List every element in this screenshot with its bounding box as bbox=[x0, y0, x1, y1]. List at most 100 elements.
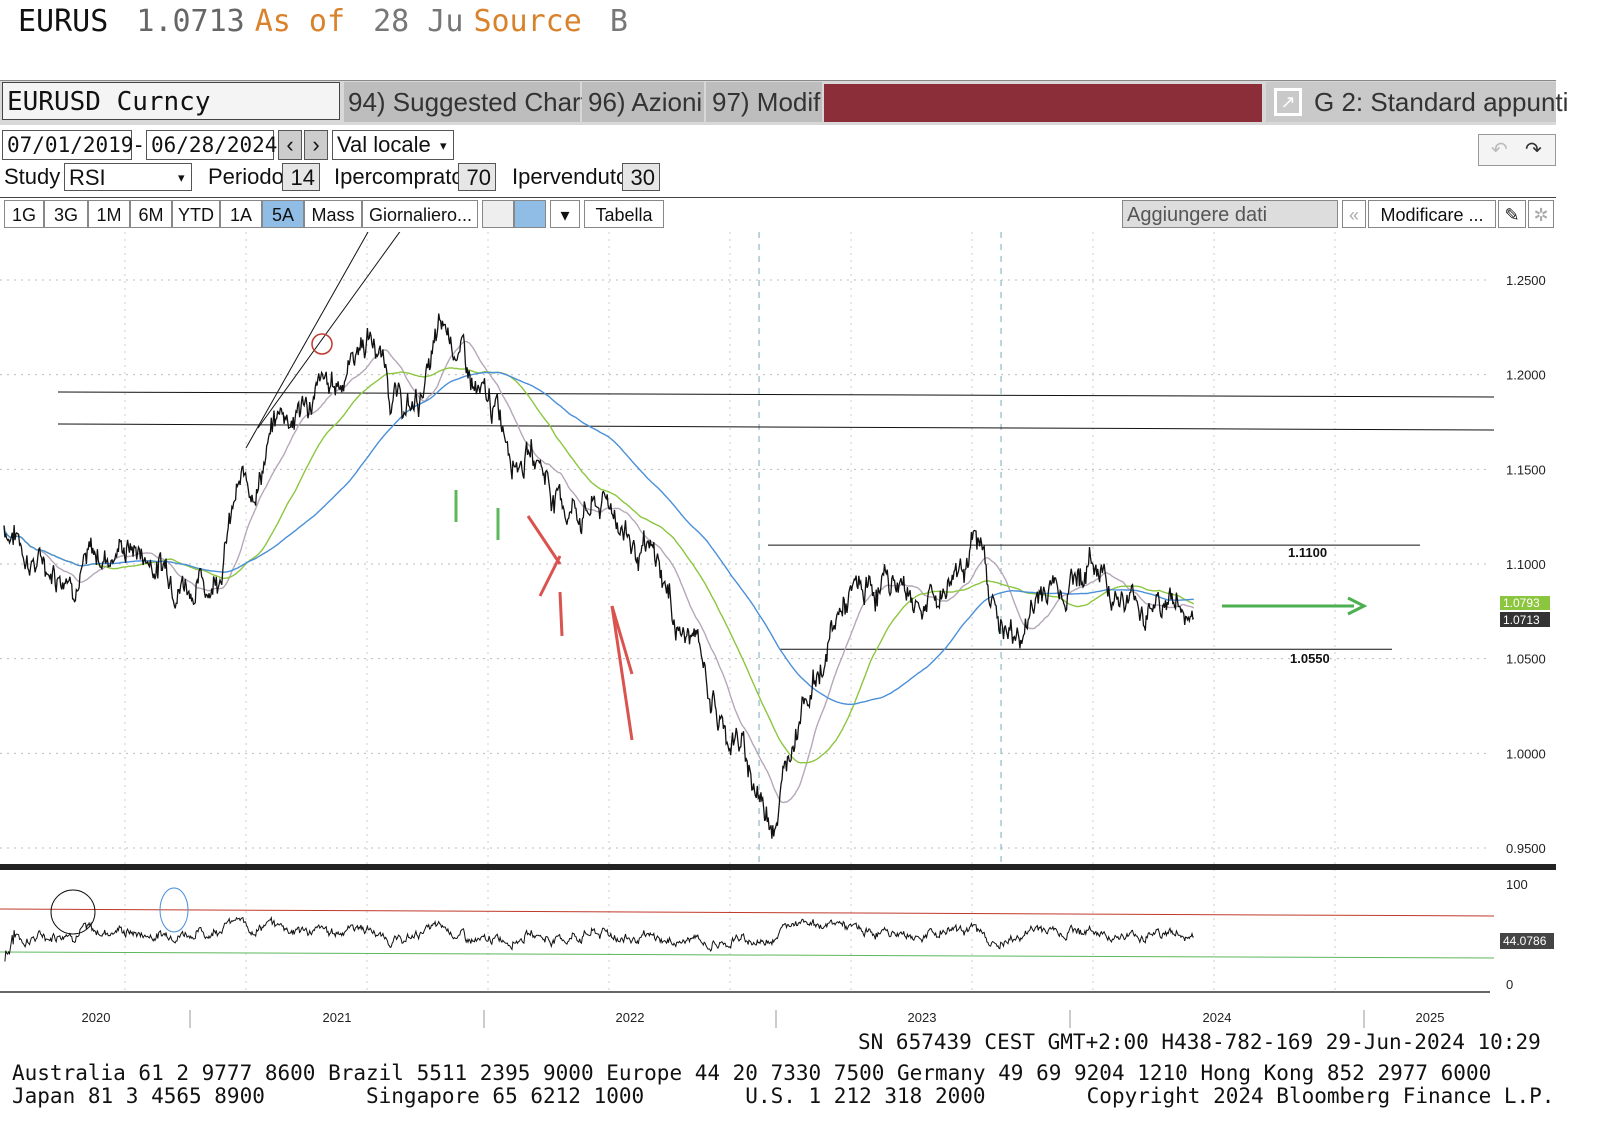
resistance-line-lower bbox=[57, 423, 1495, 431]
layout-label: G 2: Standard appunti bbox=[1314, 87, 1569, 117]
x-tick-label: 2024 bbox=[1203, 1010, 1232, 1025]
y-tick-label: 0.9500 bbox=[1506, 841, 1546, 856]
suggested-charts-button[interactable]: 94) Suggested Charts bbox=[344, 82, 601, 122]
rsi-tick-0: 0 bbox=[1506, 977, 1513, 992]
oversold-label: Ipervenduto bbox=[512, 164, 629, 189]
period-tab-bar bbox=[0, 197, 1556, 232]
price-chart[interactable]: 1.1100 1.0550 1.2500 1.2000 1.1500 1.1000 1.0… bbox=[0, 232, 1600, 1032]
rsi-last-tag bbox=[1500, 933, 1554, 949]
table-button[interactable]: Tabella bbox=[584, 200, 664, 228]
overbought-field[interactable]: 70 bbox=[458, 163, 496, 191]
moving-averages bbox=[3, 340, 1195, 804]
candle-icon[interactable] bbox=[514, 200, 546, 228]
edit-icon[interactable]: ✎ bbox=[1498, 200, 1526, 228]
modif-menu[interactable]: 97) Modif bbox=[706, 82, 822, 122]
chevron-down-icon: ▾ bbox=[440, 138, 447, 153]
periodo-label: Periodo bbox=[208, 164, 284, 189]
rsi-panel: 100 0 44.0786 bbox=[0, 877, 1554, 992]
undo-icon[interactable]: ↶ bbox=[1491, 139, 1508, 161]
rsi-oversold-line bbox=[0, 951, 1495, 959]
tab-6m[interactable]: 6M bbox=[130, 200, 172, 228]
y-tick-label: 1.0000 bbox=[1506, 746, 1546, 761]
toolbar-red-band bbox=[824, 84, 1262, 122]
annotations bbox=[245, 232, 1368, 741]
session-info: SN 657439 CEST GMT+2:00 H438-782-169 29-… bbox=[858, 1030, 1541, 1054]
reference-lines: 1.1100 1.0550 bbox=[57, 391, 1495, 666]
as-of-date: 28 Ju bbox=[373, 4, 464, 39]
layout-selector[interactable]: ↗ G 2: Standard appunti bbox=[1266, 82, 1568, 122]
next-range-button[interactable]: › bbox=[304, 130, 328, 160]
tab-1m[interactable]: 1M bbox=[88, 200, 130, 228]
downtrend-mark bbox=[526, 515, 562, 565]
last-price-tag bbox=[1500, 612, 1550, 627]
level-1055-label: 1.0550 bbox=[1290, 651, 1330, 666]
as-of-label: As of bbox=[254, 4, 346, 39]
tab-ytd[interactable]: YTD bbox=[172, 200, 220, 228]
source-label: Source bbox=[473, 4, 582, 39]
rsi-marker-circle bbox=[50, 889, 96, 935]
resistance-line-upper bbox=[57, 391, 1495, 398]
downtrend-mark bbox=[610, 605, 634, 741]
settings-icon[interactable]: ✲ bbox=[1528, 200, 1554, 228]
ma-100-line bbox=[3, 367, 1195, 764]
rsi-overbought-line bbox=[0, 908, 1495, 917]
top-marker-circle bbox=[311, 333, 333, 355]
source-value: B bbox=[609, 4, 628, 39]
downtrend-mark bbox=[558, 591, 564, 637]
tab-5a[interactable]: 5A bbox=[262, 200, 304, 228]
add-data-field[interactable]: Aggiungere dati bbox=[1122, 200, 1338, 228]
overbought-label: Ipercomprato bbox=[334, 164, 464, 189]
currency-select[interactable]: Val locale bbox=[332, 130, 454, 160]
end-date-field[interactable]: 06/28/2024 bbox=[146, 130, 277, 160]
y-tick-label: 1.2500 bbox=[1506, 273, 1546, 288]
frequency-select[interactable]: Giornaliero... bbox=[362, 200, 478, 228]
oversold-field[interactable]: 30 bbox=[622, 163, 660, 191]
tab-1a[interactable]: 1A bbox=[220, 200, 262, 228]
security-field[interactable]: EURUSD Curncy bbox=[2, 82, 340, 120]
tab-mass[interactable]: Mass bbox=[304, 200, 362, 228]
trend-channel-lower bbox=[245, 232, 369, 449]
chart-grid bbox=[0, 232, 1490, 992]
redo-icon[interactable]: ↷ bbox=[1525, 139, 1542, 161]
study-select[interactable]: RSI bbox=[64, 163, 192, 191]
downtrend-mark bbox=[538, 555, 562, 597]
level-1100-label: 1.1100 bbox=[1288, 545, 1327, 560]
y-tick-label: 1.0500 bbox=[1506, 652, 1546, 667]
study-label: Study bbox=[4, 164, 61, 189]
date-separator: - bbox=[135, 132, 143, 157]
trend-channel-upper bbox=[257, 232, 401, 429]
periodo-field[interactable]: 14 bbox=[282, 163, 320, 191]
external-link-icon: ↗ bbox=[1274, 88, 1302, 116]
ma-40-line bbox=[3, 340, 1195, 804]
ma-200-line bbox=[3, 371, 1194, 705]
undo-redo-group: ↶ ↷ bbox=[1478, 134, 1556, 166]
ma-price-label: 1.0793 bbox=[1503, 596, 1540, 610]
price-series bbox=[3, 313, 1195, 839]
downtrend-mark bbox=[610, 605, 634, 675]
contact-footer: Australia 61 2 9777 8600 Brazil 5511 239… bbox=[12, 1062, 1554, 1108]
tab-1g[interactable]: 1G bbox=[4, 200, 44, 228]
x-tick-label: 2020 bbox=[82, 1010, 111, 1025]
chevron-down-icon: ▾ bbox=[178, 170, 185, 185]
panel-divider bbox=[0, 864, 1556, 870]
footer-line-3: Japan 81 3 4565 8900 Singapore 65 6212 1… bbox=[12, 1084, 1555, 1108]
ticker-symbol: EURUS bbox=[18, 4, 109, 39]
prev-range-button[interactable]: ‹ bbox=[278, 130, 302, 160]
modify-button[interactable]: Modificare ... bbox=[1368, 200, 1496, 228]
chevron-down-icon[interactable]: ▾ bbox=[550, 200, 580, 228]
rsi-marker-ellipse bbox=[159, 887, 189, 933]
azioni-menu[interactable]: 96) Azioni bbox=[582, 82, 704, 122]
y-tick-label: 1.2000 bbox=[1506, 368, 1546, 383]
y-tick-label: 1.1500 bbox=[1506, 462, 1546, 477]
ticker-header: EURUS 1.0713 As of 28 Ju Source B bbox=[18, 2, 638, 42]
y-tick-label: 1.1000 bbox=[1506, 557, 1546, 572]
start-date-field[interactable]: 07/01/2019 bbox=[2, 130, 133, 160]
x-tick-label: 2023 bbox=[908, 1010, 937, 1025]
chart-type-button[interactable] bbox=[482, 200, 514, 228]
rsi-last-label: 44.0786 bbox=[1503, 934, 1547, 948]
x-tick-label: 2022 bbox=[616, 1010, 645, 1025]
footer-line-2: Australia 61 2 9777 8600 Brazil 5511 239… bbox=[12, 1061, 1492, 1085]
ticker-price: 1.0713 bbox=[136, 4, 245, 39]
tab-3g[interactable]: 3G bbox=[44, 200, 88, 228]
collapse-icon[interactable]: « bbox=[1342, 200, 1366, 228]
